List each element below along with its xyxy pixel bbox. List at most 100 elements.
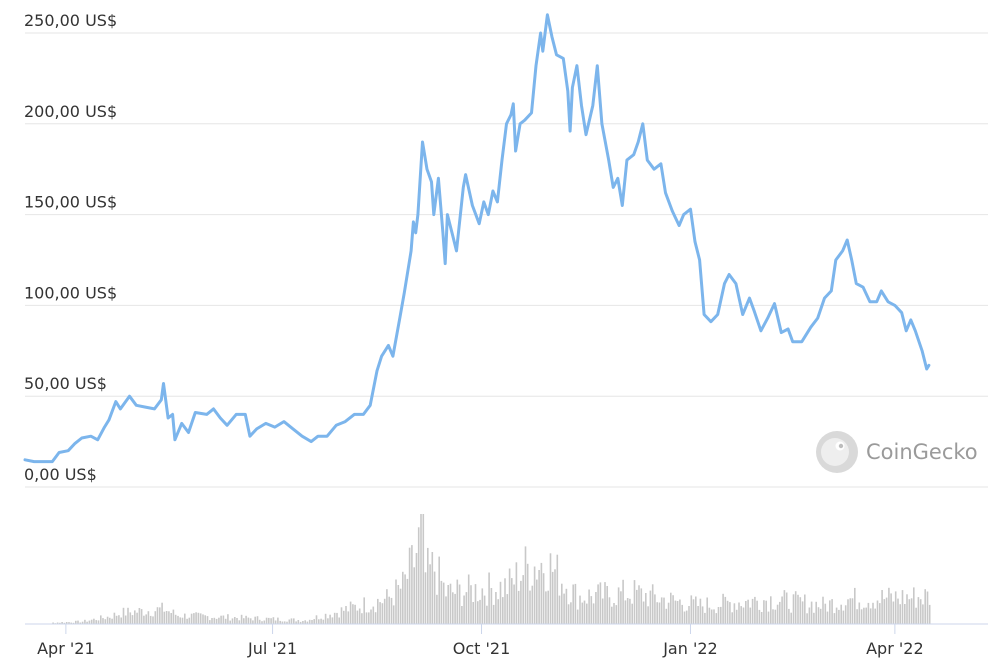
volume-bar (799, 597, 802, 624)
volume-bar (397, 585, 400, 624)
volume-bar (140, 609, 143, 624)
volume-bar (897, 598, 899, 624)
volume-bar (195, 612, 197, 624)
volume-bar (381, 603, 384, 624)
volume-bar (177, 615, 179, 624)
volume-bar (590, 596, 593, 624)
volume-bar (295, 621, 297, 624)
volume-bar (890, 593, 892, 624)
volume-bar (245, 615, 247, 624)
volume-bar (413, 567, 415, 624)
volume-bar (68, 622, 70, 624)
volume-bar (442, 582, 445, 624)
volume-bar (747, 599, 749, 624)
volume-bar (636, 589, 638, 624)
volume-bar (533, 566, 536, 624)
volume-bar (88, 620, 91, 624)
volume-bar (520, 580, 522, 624)
volume-bar (910, 598, 913, 624)
volume-bar (302, 621, 304, 624)
volume-bar (181, 617, 184, 624)
volume-bar (522, 575, 524, 624)
volume-bar (913, 587, 915, 624)
volume-bar (113, 612, 116, 624)
volume-bar (395, 579, 397, 624)
volume-bar (624, 600, 627, 624)
volume-bar (377, 598, 379, 624)
volume-bar (361, 613, 363, 624)
volume-bar (427, 547, 429, 624)
volume-bar (879, 603, 881, 624)
volume-bar (268, 617, 270, 624)
volume-bar (829, 600, 831, 624)
volume-bar (867, 602, 870, 624)
volume-bar (613, 603, 615, 624)
volume-bar (374, 612, 377, 624)
volume-bar (136, 612, 138, 624)
volume-bar (542, 573, 545, 624)
volume-bar (638, 585, 640, 624)
volume-bar (93, 618, 95, 624)
volume-bar (463, 595, 465, 624)
volume-bar (258, 619, 261, 624)
volume-bar (199, 613, 202, 624)
volume-bar (697, 606, 699, 624)
volume-bar (869, 608, 872, 624)
volume-bar (574, 583, 577, 624)
volume-bar (174, 614, 177, 624)
volume-bar (781, 596, 783, 624)
volume-bar (134, 610, 136, 624)
volume-bar (663, 597, 665, 624)
volume-bar (138, 608, 141, 624)
volume-bar (847, 599, 849, 624)
y-tick-label: 50,00 US$ (24, 374, 107, 393)
volume-bar (172, 609, 175, 624)
volume-bar (854, 587, 856, 624)
volume-bar (615, 605, 618, 624)
volume-bar (892, 601, 895, 624)
volume-bar (658, 602, 661, 624)
volume-bar (190, 613, 193, 624)
volume-bar (354, 604, 356, 624)
volume-bar (106, 616, 109, 624)
volume-bar (127, 607, 129, 624)
volume-bar (583, 600, 586, 624)
volume-bar (592, 603, 595, 624)
volume-bar (86, 621, 88, 624)
volume-bar (524, 546, 527, 624)
volume-bar (672, 595, 674, 624)
volume-bar (554, 569, 556, 624)
volume-bar (901, 590, 904, 624)
volume-bar (75, 620, 77, 624)
volume-bar (131, 615, 134, 624)
volume-bar (143, 615, 145, 624)
volume-bar (797, 594, 799, 624)
volume-bar (556, 554, 559, 624)
volume-bar (756, 600, 758, 624)
volume-bar (293, 618, 295, 624)
volume-bar (629, 598, 631, 624)
volume-bar (881, 590, 883, 624)
volume-bar (159, 607, 161, 624)
volume-bar (558, 595, 561, 624)
volume-bar (720, 606, 722, 624)
volume-bar (304, 620, 306, 624)
volume-bar (608, 597, 611, 624)
volume-bar (547, 590, 549, 624)
volume-bar (531, 585, 534, 624)
volume-bar (311, 620, 313, 624)
volume-bar (499, 581, 502, 624)
volume-bar (368, 612, 370, 624)
volume-bar (261, 621, 263, 624)
volume-bar (710, 609, 713, 624)
volume-bar (411, 545, 413, 624)
volume-bar (422, 514, 425, 624)
volume-bar (838, 609, 840, 624)
volume-bar (256, 616, 259, 624)
volume-bar (667, 602, 670, 624)
volume-bar (215, 618, 218, 624)
volume-bar (894, 591, 897, 624)
volume-bar (517, 590, 520, 624)
volume-bar (372, 606, 375, 624)
